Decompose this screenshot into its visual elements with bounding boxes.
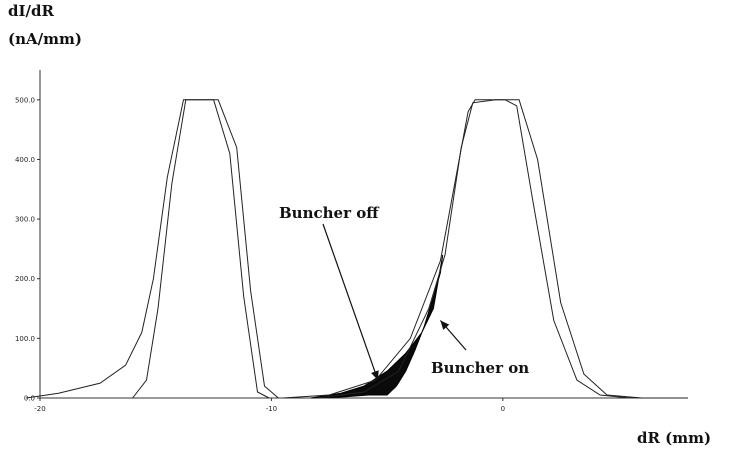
y-tick-label: 300.0: [15, 216, 35, 224]
right-peak-outer-line: [282, 99, 688, 399]
right-peak-inner-line: [317, 99, 631, 399]
y-tick-label: 200.0: [15, 275, 35, 283]
annotation-buncher-off: Buncher off: [279, 204, 380, 222]
buncher-on-filled-area: [310, 254, 444, 399]
left-peak-outer-line: [26, 99, 279, 399]
annotation-buncher-on: Buncher on: [431, 359, 529, 377]
y-tick-label: 0.0: [24, 395, 35, 403]
left-peak-inner-line: [132, 99, 270, 399]
x-tick-label: 0: [501, 405, 505, 413]
annotation-arrow-buncher-off: [322, 223, 379, 381]
x-tick-label: -10: [266, 405, 277, 413]
annotation-arrowhead-buncher-on: [440, 320, 450, 330]
y-tick-label: 100.0: [15, 335, 35, 343]
x-tick-label: -20: [34, 405, 45, 413]
y-axis-label-line2: (nA/mm): [8, 30, 82, 48]
annotation-arrowhead-buncher-off: [371, 370, 379, 381]
y-tick-label: 500.0: [15, 96, 35, 104]
x-axis-label: dR (mm): [637, 429, 712, 447]
y-axis-label-line1: dI/dR: [8, 2, 54, 20]
y-tick-label: 400.0: [15, 156, 35, 164]
